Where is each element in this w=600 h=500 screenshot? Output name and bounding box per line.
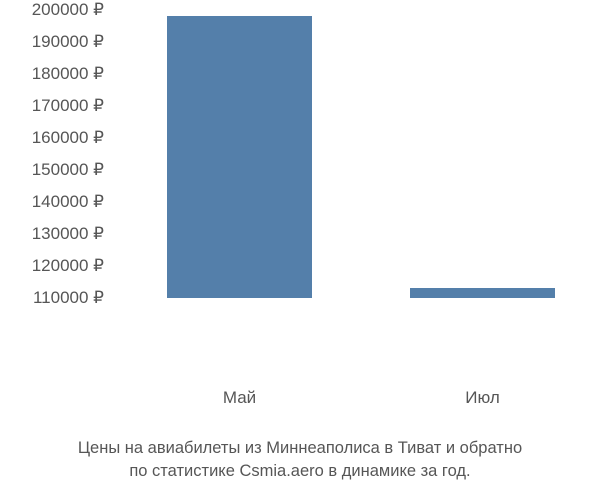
y-tick: 180000 ₽ [0, 64, 104, 84]
caption-line1: Цены на авиабилеты из Миннеаполиса в Тив… [78, 439, 522, 457]
y-tick: 170000 ₽ [0, 96, 104, 116]
y-tick: 110000 ₽ [0, 288, 104, 308]
plot-area [112, 0, 600, 380]
chart-caption: Цены на авиабилеты из Миннеаполиса в Тив… [0, 437, 600, 482]
x-tick: Июл [465, 388, 500, 408]
y-tick: 140000 ₽ [0, 192, 104, 212]
price-chart: 200000 ₽ 190000 ₽ 180000 ₽ 170000 ₽ 160000 ₽… [0, 0, 600, 420]
y-tick: 130000 ₽ [0, 224, 104, 244]
y-tick: 120000 ₽ [0, 256, 104, 276]
y-tick: 200000 ₽ [0, 0, 104, 20]
x-axis: Май Июл [112, 380, 600, 420]
caption-line2: по статистике Csmia.aero в динамике за г… [129, 462, 470, 480]
x-tick: Май [223, 388, 256, 408]
bar [167, 16, 312, 298]
y-tick: 150000 ₽ [0, 160, 104, 180]
y-tick: 190000 ₽ [0, 32, 104, 52]
y-axis: 200000 ₽ 190000 ₽ 180000 ₽ 170000 ₽ 160000 ₽… [0, 0, 112, 420]
y-tick: 160000 ₽ [0, 128, 104, 148]
bar [410, 288, 555, 298]
